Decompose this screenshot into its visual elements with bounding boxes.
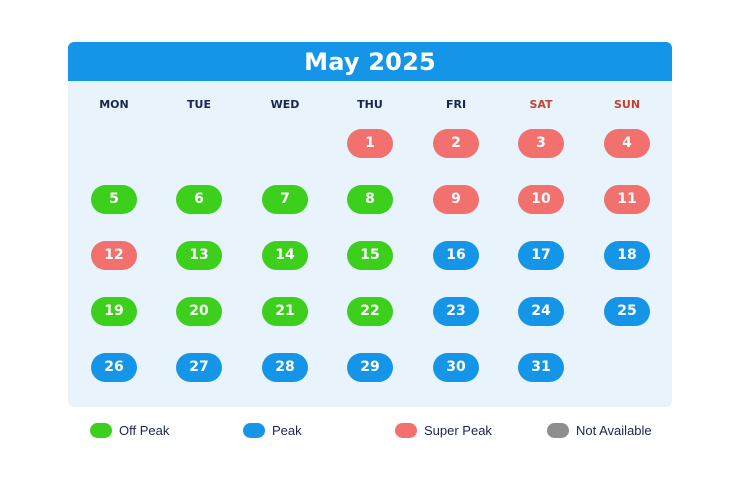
weekday-wed: WED bbox=[270, 98, 300, 111]
day-cell-2[interactable]: 2 bbox=[433, 128, 479, 158]
weekday-fri: FRI bbox=[445, 98, 467, 111]
legend-swatch-off-peak bbox=[90, 422, 112, 438]
day-cell-5[interactable]: 5 bbox=[91, 184, 137, 214]
legend-label: Not Available bbox=[576, 422, 652, 438]
weekday-sun: SUN bbox=[613, 98, 641, 111]
day-cell-10[interactable]: 10 bbox=[518, 184, 564, 214]
day-cell-12[interactable]: 12 bbox=[91, 240, 137, 270]
legend-label: Super Peak bbox=[424, 422, 492, 438]
day-cell-3[interactable]: 3 bbox=[518, 128, 564, 158]
day-cell-31[interactable]: 31 bbox=[518, 352, 564, 382]
day-cell-23[interactable]: 23 bbox=[433, 296, 479, 326]
day-cell-20[interactable]: 20 bbox=[176, 296, 222, 326]
legend-item-not-available: Not Available bbox=[547, 421, 652, 439]
day-cell-9[interactable]: 9 bbox=[433, 184, 479, 214]
day-cell-21[interactable]: 21 bbox=[262, 296, 308, 326]
legend: Off Peak Peak Super Peak Not Available bbox=[0, 421, 740, 439]
legend-item-off-peak: Off Peak bbox=[90, 421, 169, 439]
day-cell-13[interactable]: 13 bbox=[176, 240, 222, 270]
month-header: May 2025 bbox=[68, 42, 672, 81]
day-cell-19[interactable]: 19 bbox=[91, 296, 137, 326]
day-cell-28[interactable]: 28 bbox=[262, 352, 308, 382]
weekday-row: MON TUE WED THU FRI SAT SUN bbox=[68, 97, 672, 113]
day-cell-8[interactable]: 8 bbox=[347, 184, 393, 214]
legend-swatch-super-peak bbox=[395, 422, 417, 438]
day-cell-7[interactable]: 7 bbox=[262, 184, 308, 214]
day-cell-18[interactable]: 18 bbox=[604, 240, 650, 270]
day-cell-17[interactable]: 17 bbox=[518, 240, 564, 270]
legend-label: Peak bbox=[272, 422, 302, 438]
day-cell-27[interactable]: 27 bbox=[176, 352, 222, 382]
legend-label: Off Peak bbox=[119, 422, 170, 438]
weekday-sat: SAT bbox=[529, 98, 553, 111]
day-cell-1[interactable]: 1 bbox=[347, 128, 393, 158]
day-cell-24[interactable]: 24 bbox=[518, 296, 564, 326]
weekday-thu: THU bbox=[357, 98, 383, 111]
legend-swatch-peak bbox=[243, 422, 265, 438]
day-cell-4[interactable]: 4 bbox=[604, 128, 650, 158]
day-cell-26[interactable]: 26 bbox=[91, 352, 137, 382]
legend-item-peak: Peak bbox=[243, 421, 302, 439]
day-cell-16[interactable]: 16 bbox=[433, 240, 479, 270]
day-cell-6[interactable]: 6 bbox=[176, 184, 222, 214]
day-cell-11[interactable]: 11 bbox=[604, 184, 650, 214]
day-cell-30[interactable]: 30 bbox=[433, 352, 479, 382]
day-cell-15[interactable]: 15 bbox=[347, 240, 393, 270]
day-cell-22[interactable]: 22 bbox=[347, 296, 393, 326]
day-cell-25[interactable]: 25 bbox=[604, 296, 650, 326]
legend-swatch-not-available bbox=[547, 422, 569, 438]
weekday-mon: MON bbox=[99, 98, 129, 111]
legend-item-super-peak: Super Peak bbox=[395, 421, 492, 439]
weekday-tue: TUE bbox=[187, 98, 211, 111]
month-title: May 2025 bbox=[304, 47, 436, 76]
day-cell-29[interactable]: 29 bbox=[347, 352, 393, 382]
day-cell-14[interactable]: 14 bbox=[262, 240, 308, 270]
day-grid: 1 2 3 4 5 6 7 8 9 10 11 12 13 14 15 16 17 18 19 20 21 22 23 24 2… bbox=[68, 42, 672, 407]
